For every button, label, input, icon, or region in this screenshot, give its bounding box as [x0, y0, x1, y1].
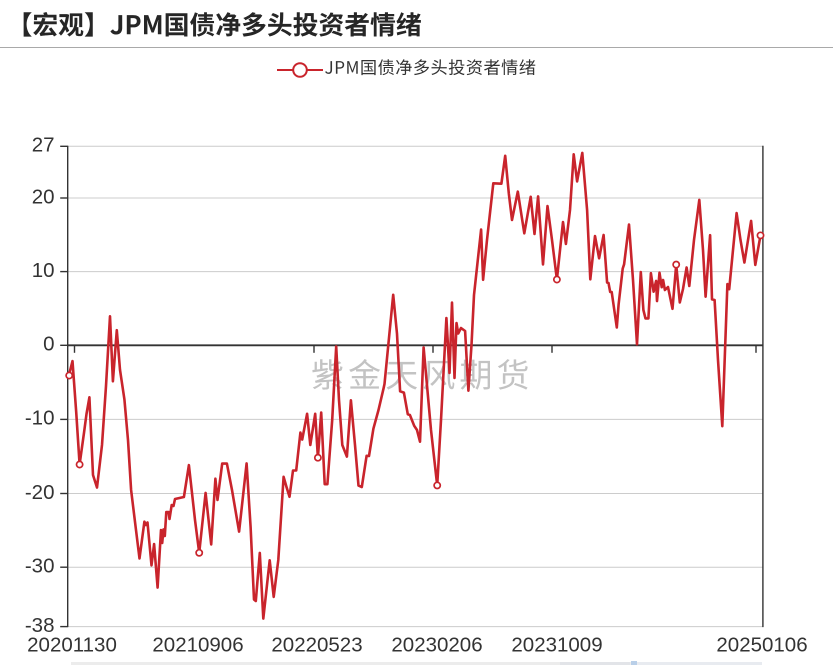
svg-text:20231009: 20231009 [511, 633, 602, 656]
svg-text:20201130: 20201130 [27, 633, 117, 656]
svg-text:20220523: 20220523 [271, 633, 362, 656]
svg-text:20230206: 20230206 [391, 633, 482, 656]
svg-text:-30: -30 [25, 555, 55, 578]
svg-text:0: 0 [43, 333, 54, 356]
svg-text:-10: -10 [25, 407, 55, 430]
svg-text:-38: -38 [25, 614, 55, 637]
svg-text:-20: -20 [25, 481, 55, 504]
svg-text:10: 10 [32, 259, 55, 282]
svg-text:20: 20 [32, 185, 55, 208]
svg-text:20210906: 20210906 [152, 633, 243, 656]
svg-text:20250106: 20250106 [716, 633, 807, 656]
svg-text:27: 27 [32, 134, 55, 157]
